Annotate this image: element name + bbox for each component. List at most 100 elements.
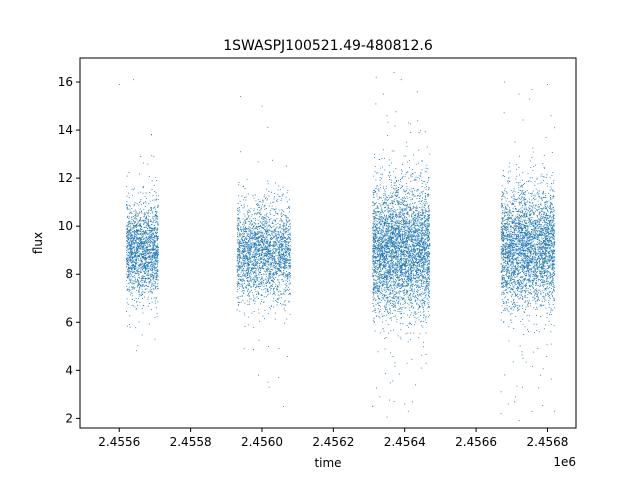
- data-point: [248, 233, 249, 235]
- data-point: [145, 273, 146, 275]
- data-point: [152, 232, 154, 234]
- data-point: [277, 213, 279, 215]
- data-point: [141, 276, 143, 278]
- data-point: [280, 253, 282, 255]
- data-point: [142, 267, 144, 269]
- data-point: [144, 250, 146, 252]
- data-point: [128, 273, 130, 275]
- data-point: [378, 289, 380, 291]
- data-point: [144, 282, 146, 283]
- data-point: [426, 267, 428, 269]
- data-point: [416, 190, 418, 192]
- data-point: [268, 221, 270, 223]
- data-point: [263, 248, 265, 250]
- data-point: [157, 288, 159, 290]
- data-point: [264, 262, 266, 264]
- data-point: [126, 228, 128, 230]
- data-point: [259, 249, 261, 251]
- data-point: [149, 277, 151, 279]
- data-point: [271, 285, 273, 287]
- data-point: [156, 274, 158, 276]
- data-point: [261, 289, 263, 291]
- data-point: [264, 264, 266, 266]
- data-point: [157, 199, 159, 200]
- data-point: [137, 232, 139, 234]
- data-point: [262, 282, 264, 284]
- data-point: [253, 245, 255, 247]
- data-point: [150, 258, 152, 260]
- data-point: [395, 111, 397, 113]
- data-point: [238, 246, 240, 248]
- data-point: [267, 268, 269, 270]
- data-point: [274, 236, 276, 237]
- data-point: [133, 227, 135, 229]
- data-point: [428, 274, 429, 275]
- data-point: [281, 195, 283, 197]
- data-point: [138, 256, 140, 257]
- data-point: [144, 277, 146, 279]
- data-point: [388, 225, 390, 227]
- data-point: [278, 347, 280, 349]
- data-point: [425, 354, 427, 355]
- data-point: [392, 285, 394, 287]
- data-point: [262, 217, 264, 219]
- data-point: [263, 196, 265, 197]
- data-point: [389, 223, 391, 224]
- data-point: [245, 196, 247, 198]
- data-point: [255, 251, 257, 253]
- data-point: [156, 262, 158, 264]
- data-point: [154, 215, 156, 217]
- data-point: [284, 246, 286, 248]
- data-point: [140, 294, 142, 296]
- data-point: [249, 218, 251, 220]
- data-point: [287, 245, 289, 247]
- data-point: [259, 253, 261, 254]
- data-point: [402, 322, 404, 324]
- data-point: [154, 300, 156, 302]
- data-point: [242, 250, 243, 251]
- data-point: [268, 245, 270, 247]
- data-point: [246, 239, 248, 240]
- data-point: [279, 245, 280, 247]
- data-point: [280, 267, 281, 269]
- data-point: [396, 256, 398, 258]
- data-point: [260, 236, 262, 238]
- data-point: [135, 255, 137, 257]
- data-point: [281, 236, 282, 238]
- data-point: [417, 225, 419, 227]
- data-point: [251, 224, 253, 226]
- data-point: [127, 245, 129, 247]
- data-point: [140, 260, 142, 262]
- data-point: [253, 244, 255, 246]
- data-point: [135, 234, 136, 236]
- data-point: [382, 262, 384, 264]
- data-point: [385, 188, 387, 190]
- data-point: [129, 255, 131, 257]
- data-point: [409, 269, 411, 271]
- data-point: [147, 291, 149, 293]
- data-point: [262, 218, 264, 220]
- data-point: [152, 233, 154, 234]
- data-point: [250, 215, 252, 217]
- data-point: [249, 237, 251, 238]
- data-point: [393, 211, 395, 213]
- data-point: [250, 298, 252, 300]
- data-point: [136, 223, 138, 225]
- data-point: [144, 258, 146, 260]
- data-point: [152, 265, 154, 267]
- data-point: [157, 223, 159, 224]
- data-point: [128, 272, 130, 274]
- data-point: [285, 262, 287, 264]
- data-point: [256, 257, 257, 258]
- data-point: [287, 273, 289, 275]
- data-point: [147, 268, 149, 270]
- data-point: [130, 259, 132, 261]
- data-point: [253, 272, 254, 274]
- data-point: [277, 302, 279, 303]
- data-point: [129, 289, 131, 291]
- data-point: [149, 256, 151, 258]
- data-point: [399, 265, 401, 267]
- data-point: [242, 269, 244, 271]
- data-point: [274, 229, 276, 231]
- data-point: [248, 277, 250, 278]
